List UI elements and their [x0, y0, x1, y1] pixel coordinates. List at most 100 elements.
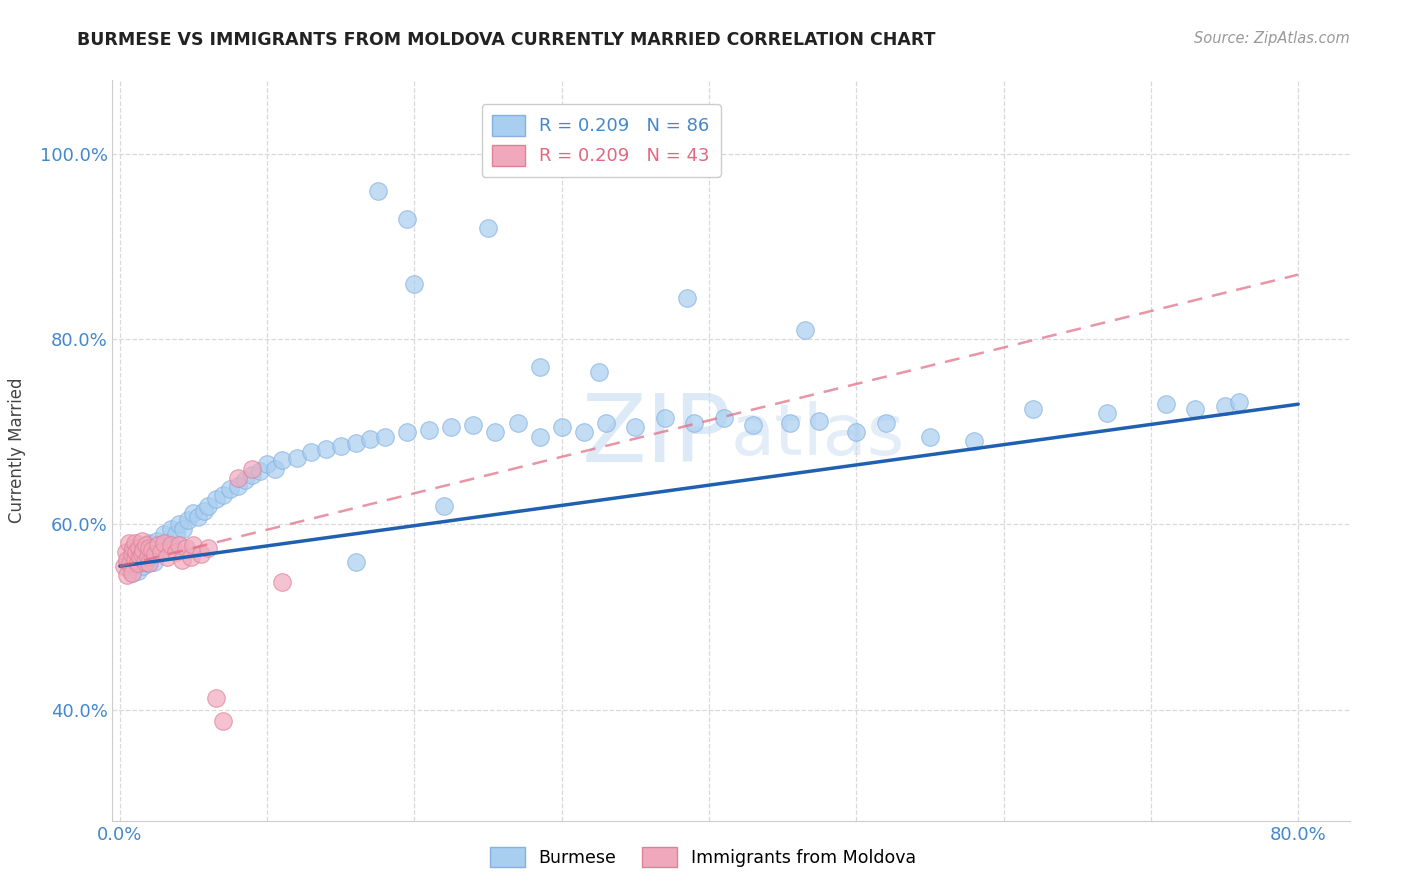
- Text: Source: ZipAtlas.com: Source: ZipAtlas.com: [1194, 31, 1350, 46]
- Point: [212, 488, 235, 502]
- Point: [115, 568, 138, 582]
- Point: [128, 545, 150, 559]
- Point: [124, 558, 146, 573]
- Point: [918, 429, 941, 443]
- Point: [1022, 401, 1045, 416]
- Point: [129, 557, 152, 571]
- Point: [484, 425, 506, 439]
- Point: [165, 545, 187, 559]
- Point: [138, 536, 160, 550]
- Point: [529, 429, 551, 443]
- Point: [112, 559, 135, 574]
- Point: [160, 522, 183, 536]
- Point: [118, 536, 141, 550]
- Point: [249, 464, 271, 478]
- Point: [134, 541, 156, 555]
- Point: [1095, 407, 1118, 421]
- Point: [1154, 397, 1177, 411]
- Point: [141, 541, 163, 555]
- Point: [1227, 395, 1250, 409]
- Point: [193, 503, 215, 517]
- Point: [529, 360, 551, 375]
- Point: [160, 538, 183, 552]
- Point: [141, 543, 163, 558]
- Point: [121, 547, 143, 561]
- Point: [153, 526, 176, 541]
- Point: [367, 185, 389, 199]
- Point: [226, 478, 249, 492]
- Point: [1184, 401, 1206, 416]
- Point: [595, 416, 617, 430]
- Point: [183, 507, 205, 521]
- Legend: Burmese, Immigrants from Moldova: Burmese, Immigrants from Moldova: [482, 840, 924, 874]
- Point: [176, 513, 198, 527]
- Point: [150, 545, 173, 559]
- Point: [404, 277, 426, 291]
- Point: [242, 468, 264, 483]
- Point: [779, 416, 801, 430]
- Point: [808, 414, 831, 428]
- Point: [344, 436, 367, 450]
- Point: [190, 547, 212, 561]
- Point: [463, 417, 485, 432]
- Point: [122, 552, 145, 566]
- Point: [683, 416, 706, 430]
- Point: [204, 491, 226, 506]
- Point: [139, 545, 162, 559]
- Point: [120, 557, 142, 571]
- Point: [121, 566, 143, 580]
- Point: [138, 541, 160, 555]
- Point: [131, 534, 153, 549]
- Point: [433, 499, 456, 513]
- Point: [122, 541, 145, 555]
- Point: [624, 420, 647, 434]
- Point: [793, 323, 815, 337]
- Point: [845, 425, 868, 439]
- Point: [120, 557, 142, 571]
- Point: [114, 545, 136, 559]
- Point: [132, 543, 155, 558]
- Point: [142, 554, 165, 569]
- Point: [167, 538, 190, 552]
- Point: [233, 473, 256, 487]
- Point: [219, 483, 242, 497]
- Text: ZIP: ZIP: [582, 390, 731, 482]
- Point: [124, 536, 146, 550]
- Point: [135, 538, 157, 552]
- Point: [285, 450, 308, 465]
- Point: [136, 549, 159, 564]
- Point: [197, 499, 219, 513]
- Point: [128, 541, 150, 555]
- Point: [187, 510, 209, 524]
- Point: [132, 559, 155, 574]
- Point: [256, 458, 278, 472]
- Point: [127, 564, 149, 578]
- Point: [134, 554, 156, 569]
- Point: [118, 562, 141, 576]
- Point: [170, 552, 193, 566]
- Point: [551, 420, 574, 434]
- Point: [124, 552, 146, 566]
- Point: [299, 445, 322, 459]
- Point: [875, 416, 897, 430]
- Y-axis label: Currently Married: Currently Married: [7, 377, 25, 524]
- Point: [742, 417, 765, 432]
- Point: [129, 549, 152, 564]
- Point: [156, 536, 179, 550]
- Point: [136, 557, 159, 571]
- Point: [121, 566, 143, 580]
- Point: [183, 538, 205, 552]
- Point: [418, 423, 440, 437]
- Point: [654, 411, 676, 425]
- Text: BURMESE VS IMMIGRANTS FROM MOLDOVA CURRENTLY MARRIED CORRELATION CHART: BURMESE VS IMMIGRANTS FROM MOLDOVA CURRE…: [77, 31, 936, 49]
- Point: [125, 550, 148, 565]
- Point: [180, 549, 202, 564]
- Point: [359, 433, 381, 447]
- Point: [153, 536, 176, 550]
- Point: [115, 554, 138, 569]
- Point: [197, 541, 219, 555]
- Point: [212, 714, 235, 728]
- Point: [135, 547, 157, 561]
- Point: [204, 691, 226, 706]
- Point: [572, 425, 595, 439]
